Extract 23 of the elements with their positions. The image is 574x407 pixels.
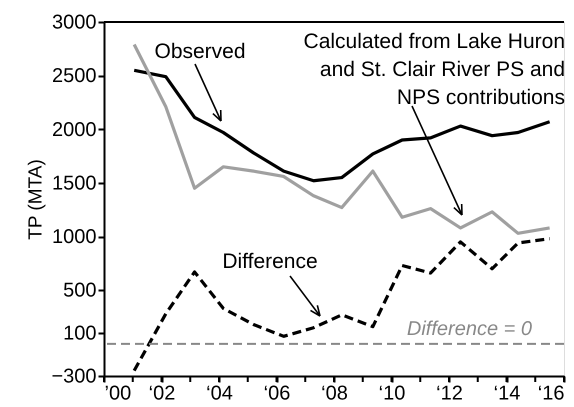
x-tick-label: ‘04 — [206, 382, 233, 404]
annotation: Difference — [222, 250, 318, 273]
y-tick-label: −300 — [51, 366, 96, 388]
line-series — [132, 237, 552, 372]
annotation: Calculated from Lake Huron and St. Clair River PS and NPS contributions — [304, 30, 565, 109]
y-tick-label: 2000 — [52, 118, 96, 141]
x-tick-label: ’00 — [104, 382, 132, 404]
y-tick-label: 100 — [63, 322, 96, 345]
annotation: Observed — [154, 40, 246, 63]
y-tick-label: 1500 — [52, 172, 96, 194]
x-tick-label: ‘06 — [264, 382, 290, 404]
x-tick-label: ‘14 — [494, 382, 520, 404]
y-tick-label: 500 — [63, 280, 96, 302]
x-tick-label: ‘12 — [436, 382, 463, 404]
x-tick-label: ‘10 — [378, 382, 406, 404]
x-tick-label: ‘02 — [148, 382, 176, 404]
y-tick-label: 2500 — [52, 65, 96, 88]
x-tick-label: ‘16 — [538, 382, 564, 404]
x-tick-label: ‘08 — [321, 382, 348, 404]
y-tick-label: 1000 — [52, 226, 96, 248]
y-axis-title: TP (MTA) — [25, 159, 46, 240]
y-tick-label: 3000 — [52, 12, 96, 34]
ref-line-label: Difference = 0 — [406, 318, 532, 340]
